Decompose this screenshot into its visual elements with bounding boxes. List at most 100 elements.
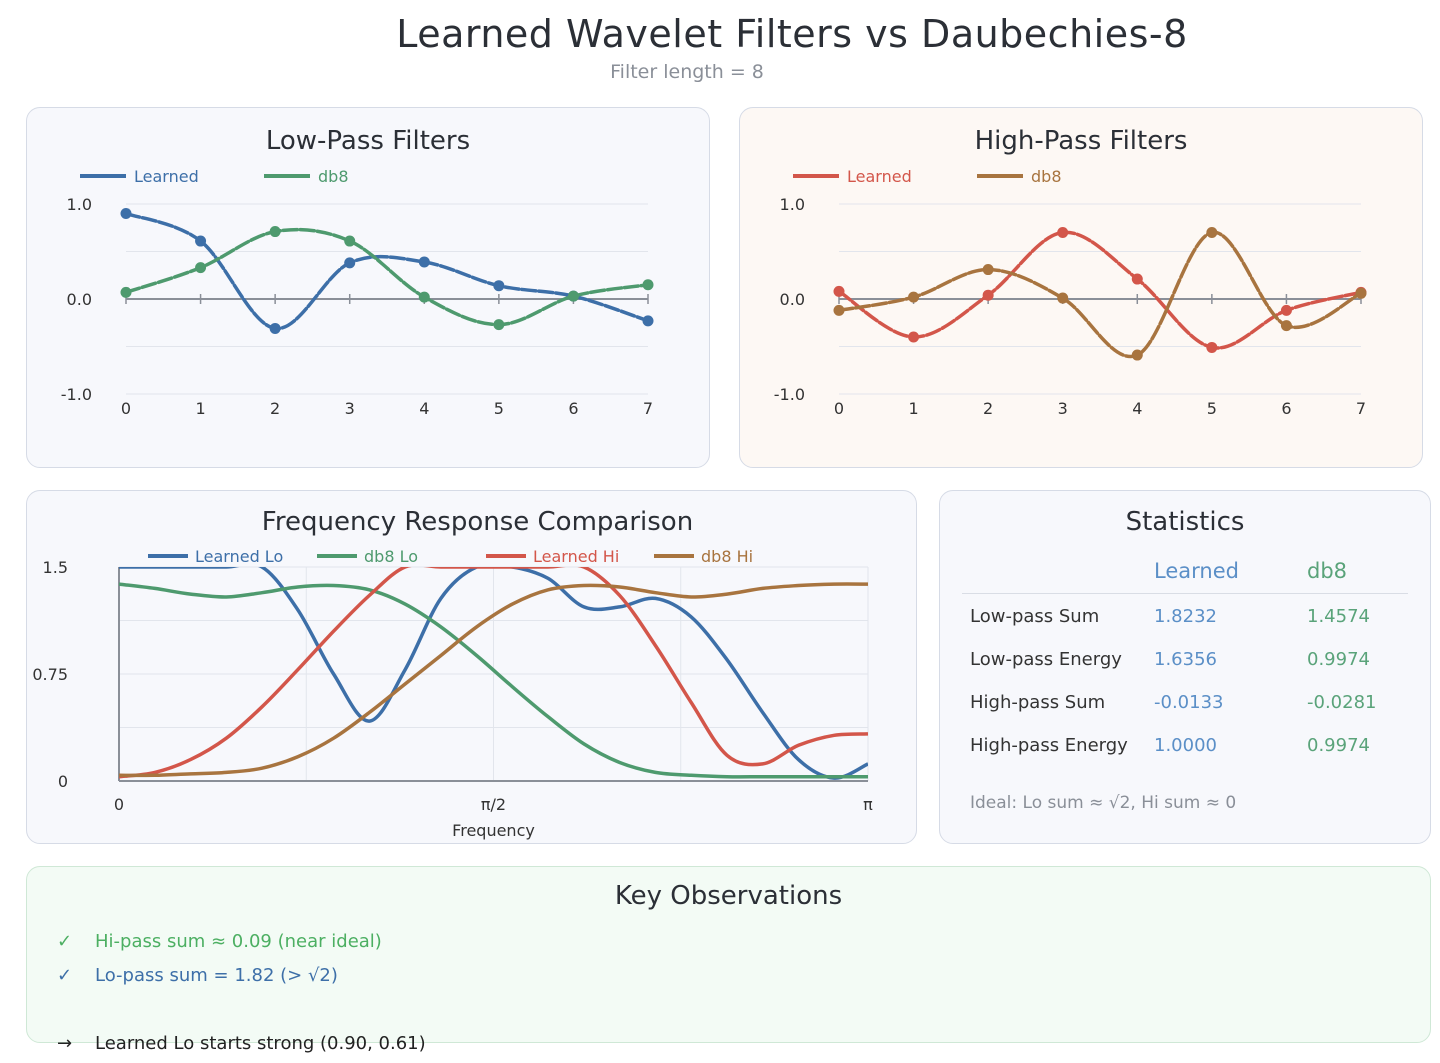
stats-row-label: High-pass Energy	[970, 735, 1128, 756]
stats-row-label: Low-pass Energy	[970, 649, 1122, 670]
frequency-response-title: Frequency Response Comparison	[261, 507, 694, 537]
frequency-response-chart: 1.5 0.75 0 0 π/2 π Frequency Learned Lo db8 Lo Le…	[32, 547, 873, 840]
data-point	[1206, 341, 1218, 353]
stats-learned-value: 1.8232	[1154, 606, 1217, 627]
legend-label: Learned Lo	[195, 547, 283, 566]
check-icon: ✓	[57, 931, 73, 952]
observation-text: Lo-pass sum = 1.82 (> √2)	[95, 965, 338, 986]
high-pass-chart: Learned db8 1.0 0.0 -1.0 0 1 2 3 4 5 6 7	[774, 167, 1367, 418]
legend-label: db8	[1031, 167, 1062, 186]
observation-text: Hi-pass sum ≈ 0.09 (near ideal)	[95, 931, 382, 952]
data-point	[120, 286, 132, 298]
check-icon: ✓	[57, 965, 73, 986]
stats-db8-value: 0.9974	[1307, 649, 1370, 670]
observation-text: Learned Lo starts strong (0.90, 0.61)	[95, 1033, 426, 1054]
data-point	[1280, 320, 1292, 332]
statistics-title: Statistics	[1125, 507, 1245, 537]
data-point	[120, 208, 132, 219]
x-tick-label: 6	[1281, 399, 1291, 418]
observations-panel: Key Observations ✓ Hi-pass sum ≈ 0.09 (ne…	[26, 866, 1431, 1054]
data-point	[908, 331, 920, 343]
y-tick-label: 0.0	[780, 290, 805, 309]
y-tick-label: 1.5	[43, 558, 68, 577]
stats-row-label: High-pass Sum	[970, 692, 1106, 713]
x-tick-label: 0	[114, 795, 124, 814]
y-tick-label: 1.0	[67, 195, 92, 214]
legend-label: Learned	[847, 167, 912, 186]
data-point	[418, 256, 430, 268]
data-point	[269, 226, 281, 238]
x-tick-label: 1	[908, 399, 918, 418]
series-line	[837, 230, 1363, 350]
x-tick-label: 5	[494, 399, 504, 418]
x-axis-label: Frequency	[452, 821, 535, 840]
data-point	[195, 235, 207, 247]
stats-row-label: Low-pass Sum	[970, 606, 1100, 627]
series-line	[119, 567, 868, 779]
series-line	[837, 230, 1363, 359]
data-point	[1131, 273, 1143, 285]
data-point	[567, 290, 579, 302]
page-title: Learned Wavelet Filters vs Daubechies-8	[396, 12, 1188, 56]
x-tick-label: 7	[643, 399, 653, 418]
series-line	[124, 227, 650, 327]
x-tick-label: 3	[1058, 399, 1068, 418]
legend-label: db8 Hi	[701, 547, 753, 566]
data-point	[833, 304, 845, 316]
data-point	[908, 291, 920, 303]
stats-learned-value: 1.6356	[1154, 649, 1217, 670]
x-tick-label: π	[863, 795, 873, 814]
data-point	[1057, 292, 1069, 304]
data-point	[344, 257, 356, 269]
legend-label: Learned	[134, 167, 199, 186]
x-tick-label: 5	[1207, 399, 1217, 418]
frequency-response-panel: Frequency Response Comparison	[26, 490, 917, 844]
y-tick-label: 0.75	[32, 665, 68, 684]
data-point	[1131, 349, 1143, 361]
data-point	[1057, 227, 1069, 238]
legend-label: db8	[318, 167, 349, 186]
stats-db8-value: 1.4574	[1307, 606, 1370, 627]
stats-col-learned: Learned	[1154, 559, 1239, 583]
series-line	[119, 582, 868, 778]
stats-ideal-note: Ideal: Lo sum ≈ √2, Hi sum ≈ 0	[970, 793, 1237, 813]
data-point	[642, 279, 654, 291]
data-point	[269, 322, 281, 334]
stats-learned-value: -0.0133	[1154, 692, 1224, 713]
observation-item: ✓ Hi-pass sum ≈ 0.09 (near ideal)	[57, 931, 382, 952]
statistics-panel: Statistics Learned db8 Low-pass Sum 1.82…	[939, 490, 1431, 844]
data-point	[1355, 287, 1367, 299]
y-tick-label: 0.0	[67, 290, 92, 309]
y-tick-label: 0	[58, 772, 68, 791]
arrow-right-icon: →	[57, 1033, 73, 1054]
x-tick-label: 0	[121, 399, 131, 418]
low-pass-title: Low-Pass Filters	[265, 126, 471, 156]
y-tick-label: -1.0	[61, 385, 92, 404]
x-tick-label: 0	[834, 399, 844, 418]
observations-title: Key Observations	[614, 881, 843, 911]
high-pass-panel: High-Pass Filters	[739, 107, 1423, 468]
legend-label: Learned Hi	[533, 547, 619, 566]
x-tick-label: 3	[345, 399, 355, 418]
y-tick-label: -1.0	[774, 385, 805, 404]
data-point	[195, 262, 207, 274]
series-line	[119, 567, 868, 780]
y-tick-label: 1.0	[780, 195, 805, 214]
observation-item: → Learned Lo starts strong (0.90, 0.61)	[57, 1033, 426, 1054]
x-tick-label: 2	[270, 399, 280, 418]
stats-db8-value: -0.0281	[1307, 692, 1377, 713]
data-point	[344, 235, 356, 247]
data-point	[418, 291, 430, 303]
x-tick-label: 4	[1132, 399, 1142, 418]
x-tick-label: 7	[1356, 399, 1366, 418]
x-tick-label: 4	[419, 399, 429, 418]
low-pass-chart: Learned db8 1.0 0.0 -1.0 0 1 2 3 4 5 6 7	[61, 167, 654, 418]
x-tick-label: 1	[195, 399, 205, 418]
x-tick-label: 2	[983, 399, 993, 418]
stats-learned-value: 1.0000	[1154, 735, 1217, 756]
page-subtitle: Filter length = 8	[610, 61, 764, 83]
x-tick-label: 6	[568, 399, 578, 418]
data-point	[493, 319, 505, 331]
data-point	[1280, 304, 1292, 316]
stats-col-db8: db8	[1307, 559, 1348, 583]
